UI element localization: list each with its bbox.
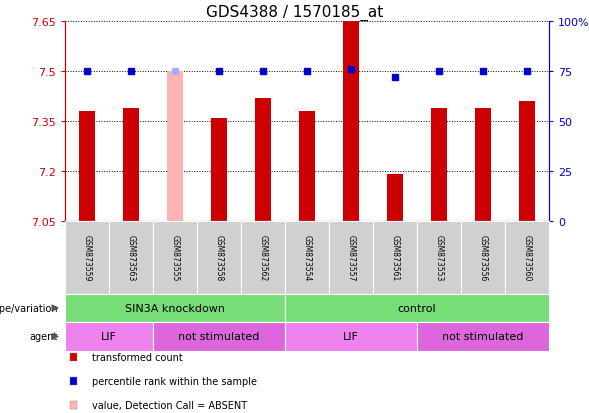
Text: GSM873559: GSM873559 [82, 235, 91, 281]
Text: GSM873555: GSM873555 [170, 235, 180, 281]
Bar [211, 119, 227, 221]
Text: GSM873556: GSM873556 [478, 235, 488, 281]
Text: control: control [398, 303, 436, 313]
Text: LIF: LIF [343, 332, 359, 342]
Bar [388, 175, 403, 221]
Bar [299, 112, 315, 221]
Text: SIN3A knockdown: SIN3A knockdown [125, 303, 225, 313]
Text: not stimulated: not stimulated [178, 332, 260, 342]
Bar [519, 102, 535, 221]
Text: GSM873560: GSM873560 [522, 235, 531, 281]
Bar [80, 112, 95, 221]
Bar [167, 72, 183, 221]
Text: GSM873554: GSM873554 [303, 235, 312, 281]
Text: GSM873563: GSM873563 [127, 235, 135, 281]
Text: GSM873558: GSM873558 [214, 235, 223, 281]
Text: GSM873553: GSM873553 [435, 235, 444, 281]
Text: genotype/variation: genotype/variation [0, 303, 58, 313]
Text: GSM873562: GSM873562 [259, 235, 267, 281]
Text: not stimulated: not stimulated [442, 332, 524, 342]
Text: GSM873561: GSM873561 [391, 235, 399, 281]
Bar [431, 108, 446, 221]
Bar [343, 19, 359, 221]
Text: GSM873557: GSM873557 [346, 235, 356, 281]
Text: value, Detection Call = ABSENT: value, Detection Call = ABSENT [92, 400, 247, 410]
Text: percentile rank within the sample: percentile rank within the sample [92, 376, 257, 386]
Text: agent: agent [30, 332, 58, 342]
Text: transformed count: transformed count [92, 352, 183, 362]
Text: GDS4388 / 1570185_at: GDS4388 / 1570185_at [206, 5, 383, 21]
Bar [475, 108, 491, 221]
Text: LIF: LIF [101, 332, 117, 342]
Bar [255, 98, 271, 221]
Bar [123, 108, 138, 221]
